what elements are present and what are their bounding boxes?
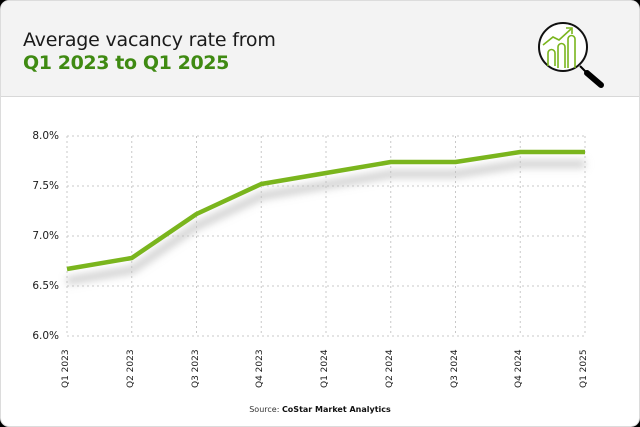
y-tick-label: 7.0%	[32, 230, 59, 242]
series-line-vacancy-rate	[66, 149, 585, 272]
y-tick-label: 6.5%	[32, 280, 59, 292]
source-prefix: Source:	[249, 405, 282, 414]
line-chart: 6.0% 6.5% 7.0% 7.5% 8.0% Q1 2023 Q2 2023 Q3 20…	[1, 97, 639, 397]
x-tick-label: Q4 2023	[255, 349, 266, 388]
chart-header: Average vacancy rate from Q1 2023 to Q1 …	[1, 1, 639, 97]
chart-plot-area	[66, 135, 586, 337]
chart-title-line1: Average vacancy rate from	[23, 29, 276, 51]
x-tick-label: Q3 2023	[190, 349, 201, 388]
series-line-shadow	[66, 160, 585, 285]
x-tick-label: Q2 2023	[125, 349, 136, 388]
magnifying-glass-growth-chart-icon	[538, 22, 604, 88]
x-tick-label: Q4 2024	[514, 349, 525, 388]
y-tick-label: 6.0%	[32, 330, 59, 342]
y-tick-label: 8.0%	[32, 130, 59, 142]
x-tick-label: Q1 2025	[579, 349, 589, 388]
y-tick-label: 7.5%	[32, 180, 59, 192]
x-tick-label: Q2 2024	[384, 349, 395, 388]
source-note: Source: CoStar Market Analytics	[1, 405, 639, 414]
source-name: CoStar Market Analytics	[281, 405, 391, 414]
x-tick-label: Q1 2023	[61, 349, 71, 388]
x-tick-label: Q1 2024	[320, 349, 330, 388]
chart-title-line2: Q1 2023 to Q1 2025	[23, 52, 229, 74]
x-tick-label: Q3 2024	[449, 349, 460, 388]
